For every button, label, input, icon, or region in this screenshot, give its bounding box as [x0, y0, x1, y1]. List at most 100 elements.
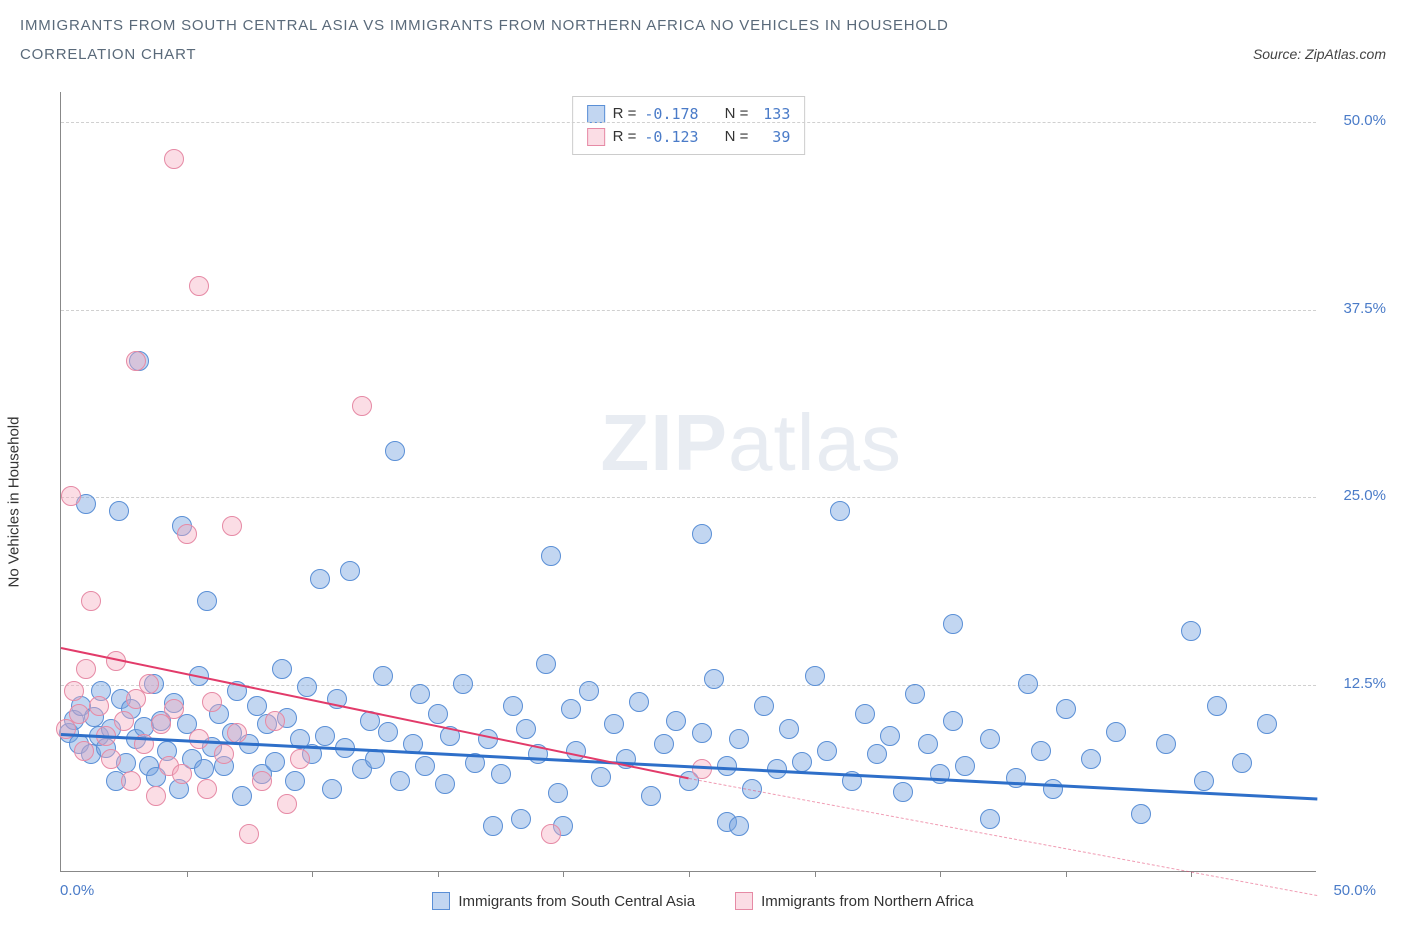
y-tick-label: 37.5% — [1326, 300, 1386, 317]
data-point — [541, 824, 561, 844]
data-point — [1056, 699, 1076, 719]
data-point — [692, 759, 712, 779]
data-point — [805, 666, 825, 686]
data-point — [76, 659, 96, 679]
data-point — [164, 699, 184, 719]
data-point — [1106, 722, 1126, 742]
legend-swatch — [587, 105, 605, 123]
data-point — [855, 704, 875, 724]
legend-stat-row: R =-0.123N =39 — [587, 126, 791, 149]
plot-area: ZIPatlas R =-0.178N =133R =-0.123N =39 1… — [60, 92, 1316, 872]
data-point — [194, 759, 214, 779]
data-point — [247, 696, 267, 716]
gridline — [61, 497, 1316, 498]
data-point — [121, 771, 141, 791]
x-tick-label: 0.0% — [60, 882, 94, 899]
data-point — [604, 714, 624, 734]
data-point — [109, 501, 129, 521]
data-point — [579, 681, 599, 701]
data-point — [1081, 749, 1101, 769]
data-point — [164, 149, 184, 169]
legend-swatch — [432, 892, 450, 910]
legend-swatch — [587, 128, 605, 146]
data-point — [654, 734, 674, 754]
x-tick — [438, 871, 439, 877]
data-point — [265, 711, 285, 731]
data-point — [227, 723, 247, 743]
x-tick — [689, 871, 690, 877]
series-legend: Immigrants from South Central Asia Immigr… — [20, 892, 1386, 910]
data-point — [114, 711, 134, 731]
data-point — [943, 711, 963, 731]
data-point — [1156, 734, 1176, 754]
data-point — [101, 749, 121, 769]
data-point — [435, 774, 455, 794]
data-point — [729, 729, 749, 749]
x-tick — [1066, 871, 1067, 877]
x-tick-label: 50.0% — [1333, 882, 1376, 899]
data-point — [1006, 768, 1026, 788]
data-point — [252, 771, 272, 791]
data-point — [666, 711, 686, 731]
y-tick-label: 12.5% — [1326, 675, 1386, 692]
legend-label: Immigrants from South Central Asia — [458, 893, 695, 910]
x-tick — [940, 871, 941, 877]
data-point — [629, 692, 649, 712]
gridline — [61, 310, 1316, 311]
data-point — [214, 744, 234, 764]
data-point — [561, 699, 581, 719]
data-point — [536, 654, 556, 674]
y-tick-label: 50.0% — [1326, 112, 1386, 129]
data-point — [792, 752, 812, 772]
x-tick — [815, 871, 816, 877]
data-point — [202, 692, 222, 712]
gridline — [61, 122, 1316, 123]
data-point — [453, 674, 473, 694]
data-point — [491, 764, 511, 784]
data-point — [980, 729, 1000, 749]
data-point — [415, 756, 435, 776]
data-point — [918, 734, 938, 754]
legend-stats-box: R =-0.178N =133R =-0.123N =39 — [572, 96, 806, 155]
data-point — [541, 546, 561, 566]
data-point — [177, 524, 197, 544]
data-point — [1031, 741, 1051, 761]
x-tick — [563, 871, 564, 877]
correlation-chart: No Vehicles in Household ZIPatlas R =-0.… — [20, 92, 1386, 912]
data-point — [704, 669, 724, 689]
chart-subtitle: CORRELATION CHART — [20, 46, 196, 63]
data-point — [1257, 714, 1277, 734]
legend-label: Immigrants from Northern Africa — [761, 893, 974, 910]
y-tick-label: 25.0% — [1326, 487, 1386, 504]
data-point — [290, 749, 310, 769]
data-point — [692, 524, 712, 544]
x-tick — [312, 871, 313, 877]
data-point — [905, 684, 925, 704]
data-point — [830, 501, 850, 521]
data-point — [511, 809, 531, 829]
data-point — [503, 696, 523, 716]
data-point — [729, 816, 749, 836]
data-point — [955, 756, 975, 776]
data-point — [352, 396, 372, 416]
data-point — [1018, 674, 1038, 694]
data-point — [943, 614, 963, 634]
data-point — [1207, 696, 1227, 716]
data-point — [893, 782, 913, 802]
data-point — [692, 723, 712, 743]
data-point — [566, 741, 586, 761]
data-point — [139, 674, 159, 694]
data-point — [297, 677, 317, 697]
legend-item: Immigrants from South Central Asia — [432, 892, 695, 910]
data-point — [189, 276, 209, 296]
data-point — [81, 591, 101, 611]
chart-title: IMMIGRANTS FROM SOUTH CENTRAL ASIA VS IM… — [20, 14, 1386, 38]
data-point — [591, 767, 611, 787]
data-point — [1181, 621, 1201, 641]
data-point — [146, 786, 166, 806]
data-point — [385, 441, 405, 461]
data-point — [410, 684, 430, 704]
data-point — [779, 719, 799, 739]
data-point — [1232, 753, 1252, 773]
data-point — [277, 794, 297, 814]
